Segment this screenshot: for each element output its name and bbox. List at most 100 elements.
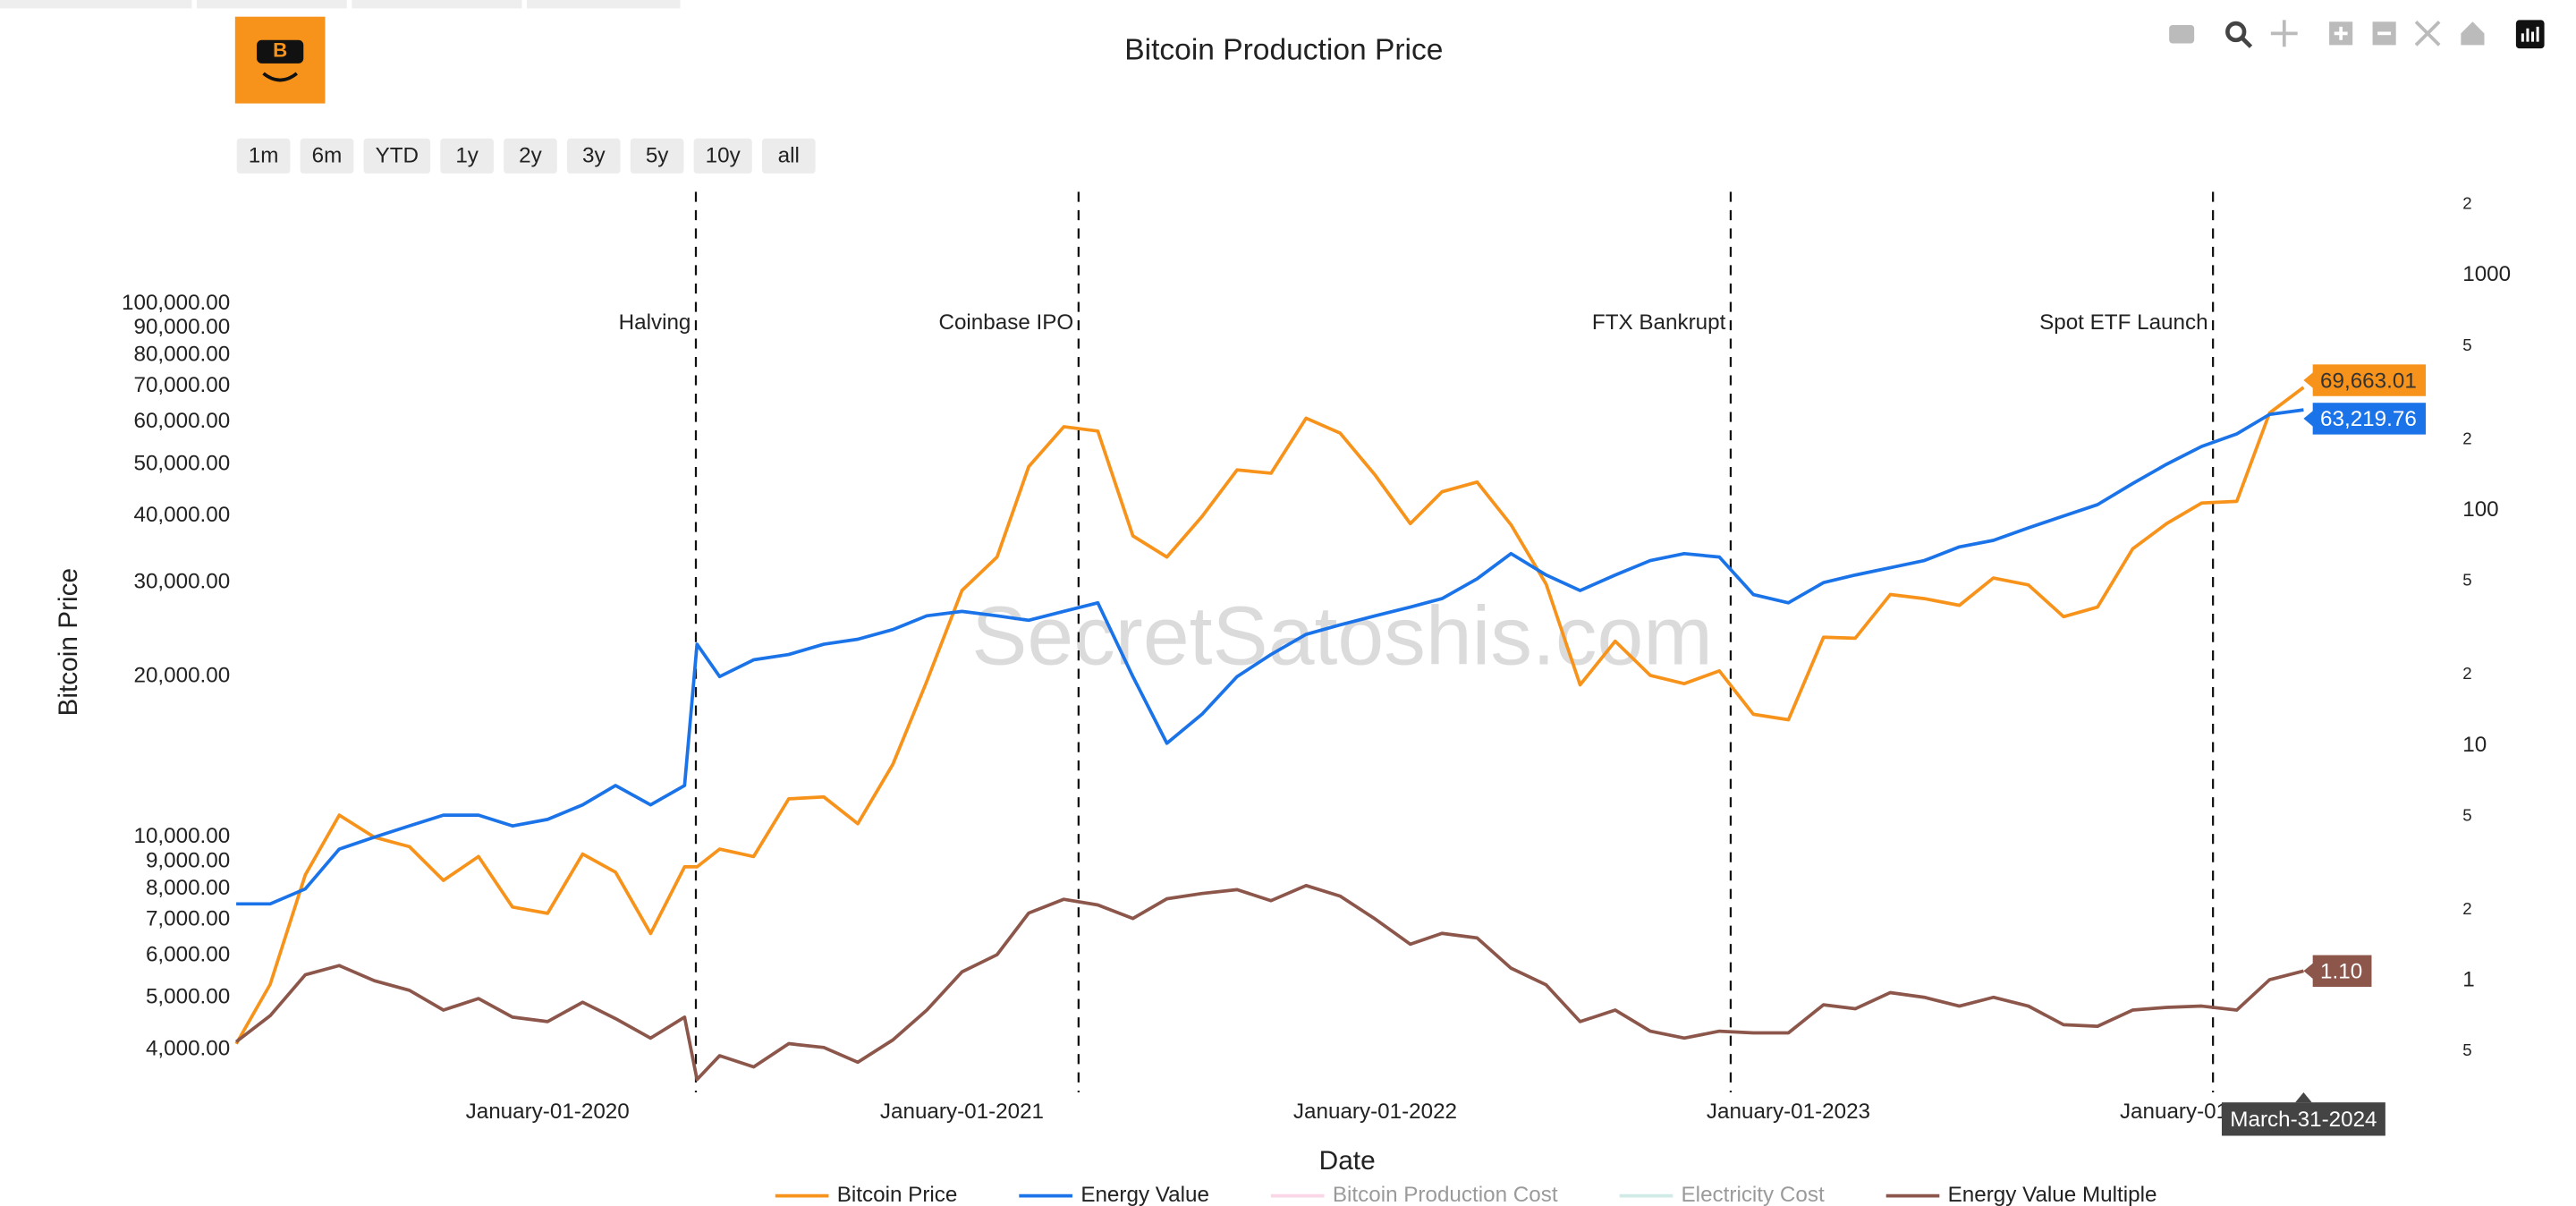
range-button-label: 10y <box>706 144 741 168</box>
legend-item[interactable]: Bitcoin Price <box>775 1183 958 1206</box>
svg-text:B: B <box>273 39 287 62</box>
range-button[interactable]: all <box>761 138 816 174</box>
range-button-bg <box>504 138 557 174</box>
range-button[interactable]: YTD <box>363 138 431 174</box>
event-label: Coinbase IPO <box>938 310 1073 335</box>
hover-pointer <box>2303 962 2314 980</box>
pan-icon[interactable] <box>2270 20 2298 47</box>
y2-tick-label: 5 <box>2462 571 2471 590</box>
range-button[interactable]: 6m <box>300 138 354 174</box>
watermark: SecretSatoshis.com <box>971 589 1713 682</box>
y-tick-label: 60,000.00 <box>133 409 230 433</box>
hover-text: 63,219.76 <box>2320 407 2417 431</box>
autoscale-icon[interactable] <box>2414 20 2441 47</box>
y2-tick-label: 5 <box>2462 335 2471 354</box>
legend-item[interactable]: Bitcoin Production Cost <box>1270 1183 1558 1206</box>
range-button[interactable]: 3y <box>566 138 621 174</box>
y-tick-label: 10,000.00 <box>133 824 230 848</box>
x-hover-text: March-31-2024 <box>2230 1108 2377 1132</box>
range-button-bg <box>363 138 431 174</box>
legend-item[interactable]: Energy Value Multiple <box>1885 1183 2157 1206</box>
y-tick-label: 20,000.00 <box>133 664 230 688</box>
y2-tick-label: 2 <box>2462 899 2471 918</box>
y-tick-label: 100,000.00 <box>122 291 230 315</box>
x-hover-pointer <box>2295 1092 2312 1103</box>
y-tick-label: 30,000.00 <box>133 570 230 594</box>
y-tick-label: 40,000.00 <box>133 503 230 527</box>
range-button-label: 2y <box>519 144 542 168</box>
legend-label: Energy Value <box>1080 1183 1209 1206</box>
range-button[interactable]: 1m <box>236 138 291 174</box>
range-button-label: 6m <box>312 144 343 168</box>
hover-pointer <box>2303 410 2314 428</box>
x-tick-label: January-01-2023 <box>1707 1100 1870 1124</box>
y2-tick-label: 10 <box>2462 733 2487 757</box>
y2-tick-label: 2 <box>2462 429 2471 447</box>
y-tick-label: 7,000.00 <box>146 907 230 931</box>
hover-label: 69,663.01 <box>2303 362 2428 398</box>
range-button[interactable]: 10y <box>693 138 752 174</box>
range-button-bg <box>300 138 354 174</box>
series-line <box>234 883 2304 1082</box>
range-button-bg <box>440 138 494 174</box>
y2-tick-label: 100 <box>2462 497 2498 522</box>
y2-tick-label: 1 <box>2462 968 2474 992</box>
event-label: Halving <box>619 310 691 335</box>
series-line <box>236 408 2304 906</box>
y-tick-label: 90,000.00 <box>133 315 230 339</box>
range-button-label: 3y <box>582 144 606 168</box>
x-tick-label: January-01-2021 <box>880 1100 1044 1124</box>
y2-tick-label: 2 <box>2462 664 2471 683</box>
logo: B <box>234 16 326 104</box>
y-tick-label: 80,000.00 <box>133 343 230 367</box>
legend-item[interactable]: Energy Value <box>1019 1183 1209 1206</box>
hover-box <box>2310 953 2374 989</box>
top-tabs <box>0 0 681 9</box>
range-button-bg <box>693 138 752 174</box>
legend-label: Bitcoin Production Cost <box>1333 1183 1558 1206</box>
range-button-bg <box>761 138 816 174</box>
hover-text: 69,663.01 <box>2320 369 2417 393</box>
y-tick-label: 8,000.00 <box>146 876 230 900</box>
y-tick-label: 50,000.00 <box>133 451 230 475</box>
range-button[interactable]: 5y <box>630 138 684 174</box>
range-button-label: all <box>778 144 800 168</box>
y-tick-label: 9,000.00 <box>146 848 230 872</box>
event-label: FTX Bankrupt <box>1592 310 1726 335</box>
legend-label: Energy Value Multiple <box>1948 1183 2157 1206</box>
range-button[interactable]: 1y <box>440 138 494 174</box>
series-line <box>234 386 2305 1045</box>
y2-tick-label: 5 <box>2462 805 2471 824</box>
hover-text: 1.10 <box>2320 960 2362 984</box>
hover-box <box>2310 401 2428 437</box>
y2-tick-label: 5 <box>2462 1040 2471 1059</box>
camera-icon[interactable] <box>2169 25 2195 44</box>
range-button-bg <box>566 138 621 174</box>
range-button-label: 1m <box>249 144 279 168</box>
x-axis-title: Date <box>1319 1146 1376 1176</box>
plotly-logo[interactable] <box>2515 20 2545 49</box>
toolbar <box>2169 20 2545 49</box>
hover-label: 63,219.76 <box>2303 401 2428 437</box>
chart-title: Bitcoin Production Price <box>1124 34 1443 67</box>
range-button-label: 1y <box>455 144 479 168</box>
y2-tick-label: 2 <box>2462 194 2471 213</box>
range-button-label: 5y <box>646 144 669 168</box>
hover-label: 1.10 <box>2303 953 2374 989</box>
range-button-bg <box>630 138 684 174</box>
x-hover-label: March-31-2024 <box>2221 1092 2385 1136</box>
legend-item[interactable]: Electricity Cost <box>1619 1183 1825 1206</box>
range-button[interactable]: 2y <box>504 138 557 174</box>
hover-pointer <box>2303 371 2314 389</box>
y-axis-title: Bitcoin Price <box>54 568 83 717</box>
range-button-label: YTD <box>376 144 419 168</box>
y-tick-label: 70,000.00 <box>133 373 230 397</box>
x-hover-box <box>2221 1102 2385 1136</box>
y-tick-label: 4,000.00 <box>146 1037 230 1061</box>
zoom-icon[interactable] <box>2225 21 2247 43</box>
range-button-bg <box>236 138 291 174</box>
legend-label: Electricity Cost <box>1682 1183 1825 1206</box>
